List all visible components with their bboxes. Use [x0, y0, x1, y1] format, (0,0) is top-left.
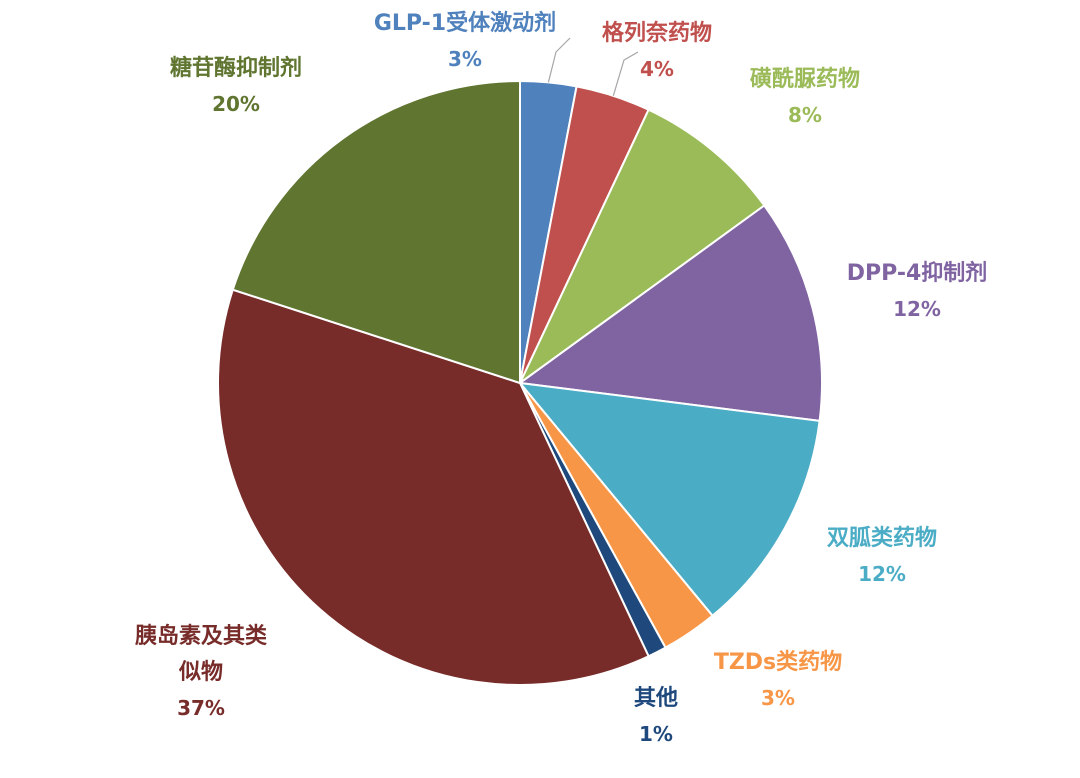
leader-line	[612, 51, 639, 96]
slice-label: 糖苷酶抑制剂 20%	[170, 55, 302, 116]
pie-slices	[217, 79, 823, 686]
slice-label: TZDs类药物 3%	[714, 649, 842, 710]
slice-label-name: GLP-1受体激动剂	[374, 10, 556, 36]
pie-slice	[517, 381, 821, 618]
pie-slice	[517, 204, 823, 422]
slice-label-percent: 37%	[177, 696, 225, 720]
slice-label-name: TZDs类药物	[714, 649, 842, 675]
slice-label: 胰岛素及其类似物 37%	[135, 623, 268, 720]
slice-label-percent: 1%	[639, 722, 673, 746]
slice-label-name: 格列奈药物	[602, 20, 712, 46]
slice-label: 其他 1%	[634, 686, 678, 746]
slice-label: 双胍类药物 12%	[827, 525, 937, 586]
slice-labels: GLP-1受体激动剂 3%格列奈药物 4% 磺酰脲药物 8%DPP-4抑制剂 12%双胍类…	[135, 10, 987, 746]
slice-label-name: 磺酰脲药物	[750, 66, 860, 92]
slice-label-name: 胰岛素及其类	[135, 623, 268, 649]
slice-label-name: 其他	[634, 686, 678, 711]
slice-label-name: 糖苷酶抑制剂	[170, 55, 302, 81]
pie-slice	[519, 108, 766, 384]
slice-label: DPP-4抑制剂 12%	[847, 260, 988, 321]
leader-line	[547, 37, 571, 83]
slice-label-percent: 20%	[212, 92, 260, 116]
slice-label: 磺酰脲药物 8%	[750, 66, 860, 127]
slice-label-percent: 12%	[893, 297, 941, 321]
slice-label-name: DPP-4抑制剂	[847, 260, 988, 286]
pie-slice	[231, 79, 521, 385]
slice-label-percent: 3%	[761, 686, 795, 710]
slice-label-percent: 4%	[640, 57, 674, 81]
slice-label-percent: 8%	[788, 103, 822, 127]
slice-label: GLP-1受体激动剂 3%	[374, 10, 556, 71]
leader-lines	[547, 37, 639, 96]
slice-label-name: 似物	[178, 659, 223, 685]
pie-slice	[217, 288, 650, 686]
slice-label: 格列奈药物 4%	[602, 20, 712, 81]
slice-label-name: 双胍类药物	[827, 525, 937, 551]
slice-label-percent: 12%	[858, 562, 906, 586]
slice-label-percent: 3%	[448, 47, 482, 71]
